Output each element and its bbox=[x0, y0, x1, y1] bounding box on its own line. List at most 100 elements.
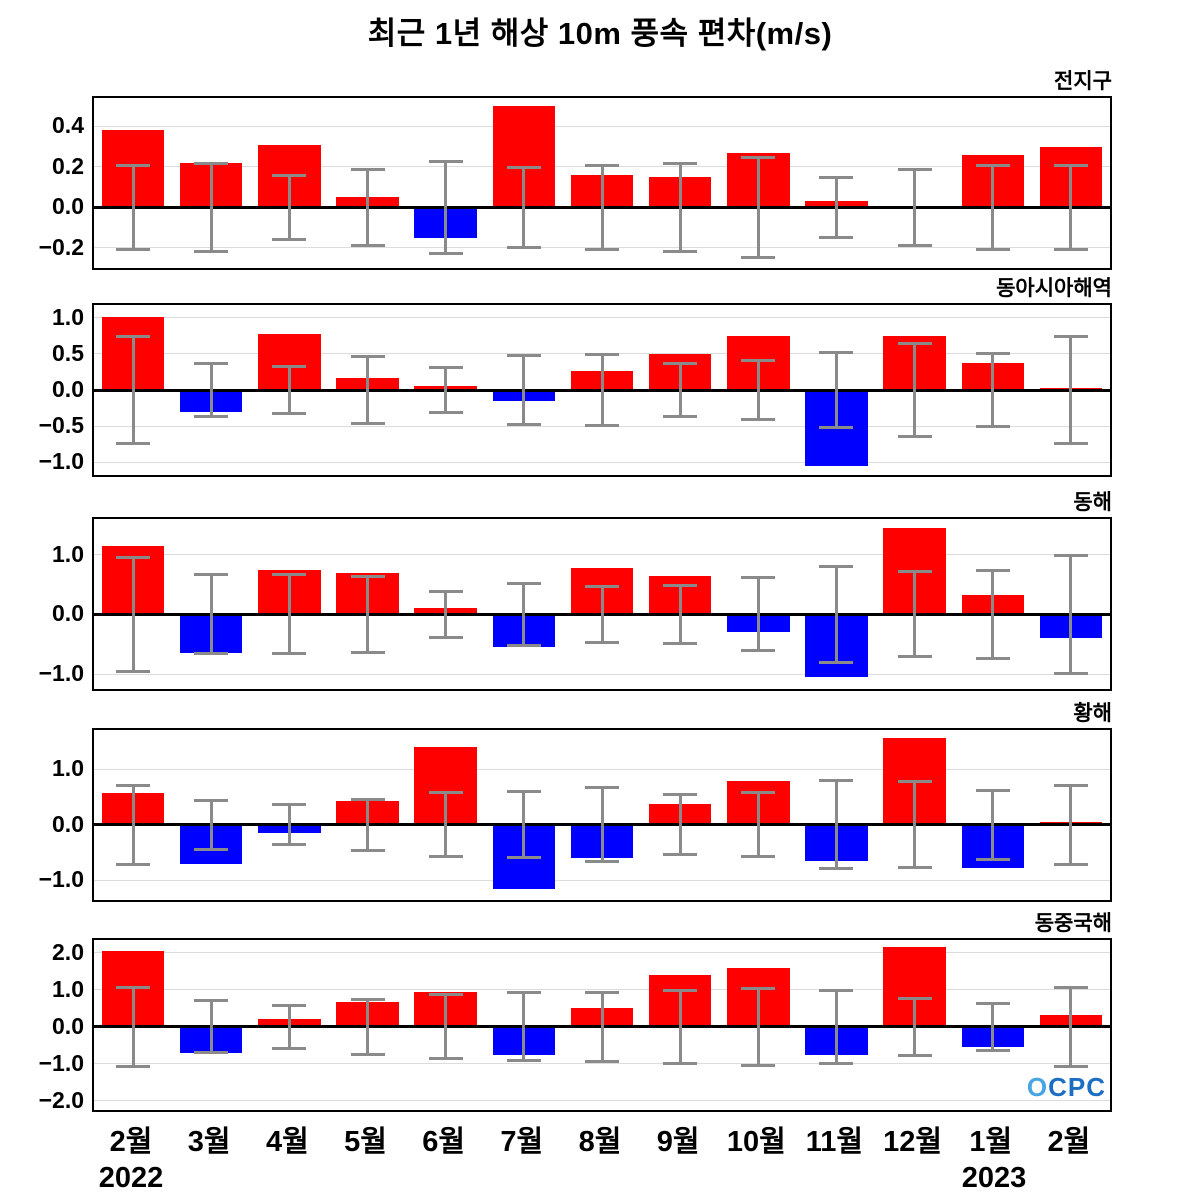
error-bar-cap-top bbox=[194, 573, 229, 577]
error-bar-line bbox=[209, 1000, 213, 1054]
error-bar-cap-bottom bbox=[741, 1063, 776, 1067]
error-bar-cap-bottom bbox=[116, 247, 151, 251]
error-bar-line bbox=[756, 577, 760, 652]
error-bar-cap-bottom bbox=[350, 651, 385, 655]
error-bar-line bbox=[991, 1002, 995, 1051]
error-bar-cap-top bbox=[116, 334, 151, 338]
error-bar-cap-top bbox=[272, 173, 307, 177]
error-bar-cap-top bbox=[975, 351, 1010, 355]
panel-title-east-china-sea: 동중국해 bbox=[1034, 912, 1112, 935]
x-tick-label: 11월 bbox=[805, 1126, 864, 1158]
error-bar-line bbox=[834, 176, 838, 238]
error-bar-cap-top bbox=[506, 581, 541, 585]
x-tick-label: 7월 bbox=[500, 1126, 544, 1158]
error-bar-line bbox=[366, 999, 370, 1055]
gridline bbox=[94, 125, 1110, 127]
chart-panel-east-sea: 동해 −1.0 0.0 1.0 bbox=[0, 491, 1200, 691]
error-bar-cap-top bbox=[585, 163, 619, 167]
x-axis-year-2023: 2023 bbox=[961, 1162, 1027, 1194]
error-bar-cap-bottom bbox=[194, 652, 229, 656]
error-bar-line bbox=[834, 780, 838, 870]
error-bar-cap-top bbox=[741, 791, 776, 795]
error-bar-cap-bottom bbox=[975, 425, 1010, 429]
y-tick-label: 1.0 bbox=[52, 755, 84, 782]
gridline bbox=[94, 879, 1110, 881]
error-bar-line bbox=[131, 986, 135, 1067]
error-bar-cap-top bbox=[272, 573, 307, 577]
error-bar-line bbox=[991, 789, 995, 860]
error-bar-cap-bottom bbox=[350, 243, 385, 247]
error-bar-cap-top bbox=[897, 342, 932, 346]
y-tick-label: 0.4 bbox=[52, 112, 84, 139]
error-bar-line bbox=[131, 164, 135, 250]
error-bar-line bbox=[1069, 986, 1073, 1067]
error-bar-line bbox=[756, 792, 760, 858]
error-bar-cap-top bbox=[1053, 334, 1088, 338]
error-bar-cap-top bbox=[1053, 985, 1088, 989]
error-bar-cap-top bbox=[663, 793, 698, 797]
error-bar-cap-top bbox=[1053, 553, 1088, 557]
error-bar-line bbox=[1069, 554, 1073, 675]
error-bar-cap-bottom bbox=[1053, 247, 1088, 251]
error-bar-cap-top bbox=[585, 786, 619, 790]
error-bar-cap-bottom bbox=[506, 1059, 541, 1063]
x-tick-label: 3월 bbox=[187, 1126, 231, 1158]
error-bar-cap-bottom bbox=[819, 661, 854, 665]
error-bar-line bbox=[522, 791, 526, 859]
error-bar-line bbox=[600, 787, 604, 863]
error-bar-line bbox=[678, 363, 682, 417]
error-bar-line bbox=[209, 799, 213, 850]
error-bar-cap-top bbox=[350, 797, 385, 801]
error-bar-cap-bottom bbox=[350, 848, 385, 852]
error-bar-line bbox=[444, 590, 448, 639]
error-bar-line bbox=[913, 781, 917, 869]
error-bar-cap-top bbox=[116, 163, 151, 167]
x-tick-label: 1월 bbox=[969, 1126, 1013, 1158]
error-bar-cap-top bbox=[585, 352, 619, 356]
y-tick-label: −0.5 bbox=[38, 412, 84, 439]
error-bar-cap-top bbox=[741, 987, 776, 991]
error-bar-cap-bottom bbox=[897, 1053, 932, 1057]
error-bar-cap-bottom bbox=[819, 1061, 854, 1065]
error-bar-cap-top bbox=[585, 584, 619, 588]
x-tick-label: 2월 bbox=[1047, 1126, 1091, 1158]
y-tick-label: 0.0 bbox=[52, 193, 84, 220]
error-bar-cap-top bbox=[506, 790, 541, 794]
error-bar-cap-bottom bbox=[194, 249, 229, 253]
error-bar-cap-bottom bbox=[585, 641, 619, 645]
error-bar-cap-top bbox=[428, 159, 463, 163]
error-bar-line bbox=[678, 794, 682, 856]
error-bar-cap-bottom bbox=[741, 418, 776, 422]
error-bar-line bbox=[287, 174, 291, 240]
error-bar-cap-bottom bbox=[428, 1057, 463, 1061]
error-bar-cap-bottom bbox=[272, 237, 307, 241]
error-bar-cap-bottom bbox=[1053, 1064, 1088, 1068]
y-tick-label: −1.0 bbox=[38, 448, 84, 475]
error-bar-cap-bottom bbox=[975, 247, 1010, 251]
error-bar-cap-bottom bbox=[272, 1047, 307, 1051]
error-bar-cap-bottom bbox=[1053, 672, 1088, 676]
error-bar-cap-top bbox=[116, 555, 151, 559]
error-bar-line bbox=[913, 343, 917, 437]
error-bar-line bbox=[1069, 164, 1073, 250]
error-bar-line bbox=[834, 989, 838, 1064]
error-bar-cap-top bbox=[663, 161, 698, 165]
error-bar-cap-top bbox=[506, 165, 541, 169]
x-tick-label: 8월 bbox=[578, 1126, 622, 1158]
error-bar-line bbox=[756, 988, 760, 1066]
error-bar-line bbox=[600, 353, 604, 426]
error-bar-cap-bottom bbox=[585, 860, 619, 864]
error-bar-cap-bottom bbox=[428, 251, 463, 255]
error-bar-cap-bottom bbox=[428, 411, 463, 415]
plot-area-yellow-sea bbox=[92, 728, 1112, 902]
error-bar-cap-top bbox=[663, 362, 698, 366]
error-bar-cap-bottom bbox=[819, 235, 854, 239]
x-tick-label: 2월 bbox=[109, 1126, 153, 1158]
chart-panel-global: 전지구 −0.2 0.0 0.2 0.4 bbox=[0, 70, 1200, 270]
error-bar-cap-top bbox=[819, 779, 854, 783]
plot-area-global bbox=[92, 96, 1112, 270]
error-bar-line bbox=[756, 156, 760, 258]
ocpc-logo: OCPC bbox=[1026, 1072, 1106, 1102]
x-tick-label: 6월 bbox=[422, 1126, 466, 1158]
error-bar-cap-bottom bbox=[663, 642, 698, 646]
